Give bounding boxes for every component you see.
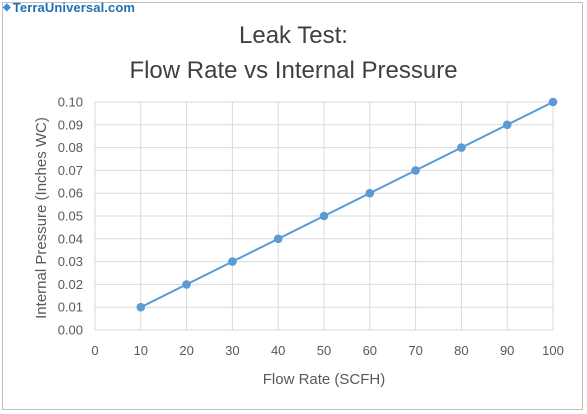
data-point bbox=[457, 143, 466, 152]
data-point bbox=[548, 97, 558, 107]
data-point bbox=[273, 234, 283, 244]
data-point bbox=[502, 120, 512, 130]
x-tick-labels: 0 10 20 30 40 50 60 70 80 90 100 bbox=[91, 343, 563, 358]
y-tick-label: 0.05 bbox=[58, 209, 83, 224]
y-tick-label: 0.07 bbox=[58, 163, 83, 178]
y-axis-title: Internal Pressure (Inches WC) bbox=[33, 117, 50, 319]
data-point bbox=[228, 257, 237, 266]
x-tick-label: 80 bbox=[454, 343, 468, 358]
y-tick-label: 0.03 bbox=[58, 254, 83, 269]
chart-title-line2: Flow Rate vs Internal Pressure bbox=[129, 57, 458, 84]
y-tick-label: 0.10 bbox=[58, 95, 83, 110]
y-tick-label: 0.02 bbox=[58, 277, 83, 292]
terra-logo-icon: ◆ bbox=[3, 1, 11, 13]
x-tick-label: 100 bbox=[542, 343, 564, 358]
data-point bbox=[182, 280, 191, 289]
series-line bbox=[140, 101, 554, 309]
data-point bbox=[365, 188, 375, 198]
x-tick-label: 70 bbox=[408, 343, 422, 358]
chart-frame bbox=[2, 2, 583, 410]
x-tick-label: 60 bbox=[363, 343, 377, 358]
chart-title-line1: Leak Test: bbox=[239, 22, 348, 49]
x-axis-title: Flow Rate (SCFH) bbox=[263, 371, 386, 388]
x-tick-label: 10 bbox=[134, 343, 148, 358]
series-group bbox=[136, 97, 558, 312]
x-tick-label: 90 bbox=[500, 343, 514, 358]
x-tick-label: 30 bbox=[225, 343, 239, 358]
x-tick-label: 0 bbox=[91, 343, 98, 358]
y-tick-label: 0.09 bbox=[58, 117, 83, 132]
watermark-logo: ◆ TerraUniversal.com bbox=[3, 0, 136, 15]
x-tick-label: 20 bbox=[179, 343, 193, 358]
x-tick-label: 50 bbox=[317, 343, 331, 358]
y-tick-labels: 0.00 0.01 0.02 0.03 0.04 0.05 0.06 0.07 0.08 0.09… bbox=[58, 95, 83, 338]
watermark-text: TerraUniversal.com bbox=[12, 0, 136, 15]
data-point bbox=[136, 302, 146, 312]
y-tick-label: 0.04 bbox=[58, 231, 83, 246]
data-point bbox=[319, 211, 329, 221]
y-tick-label: 0.00 bbox=[58, 323, 83, 338]
y-tick-label: 0.01 bbox=[58, 300, 83, 315]
x-tick-label: 40 bbox=[271, 343, 285, 358]
data-point bbox=[411, 166, 420, 175]
y-tick-label: 0.08 bbox=[58, 140, 83, 155]
y-tick-label: 0.06 bbox=[58, 186, 83, 201]
